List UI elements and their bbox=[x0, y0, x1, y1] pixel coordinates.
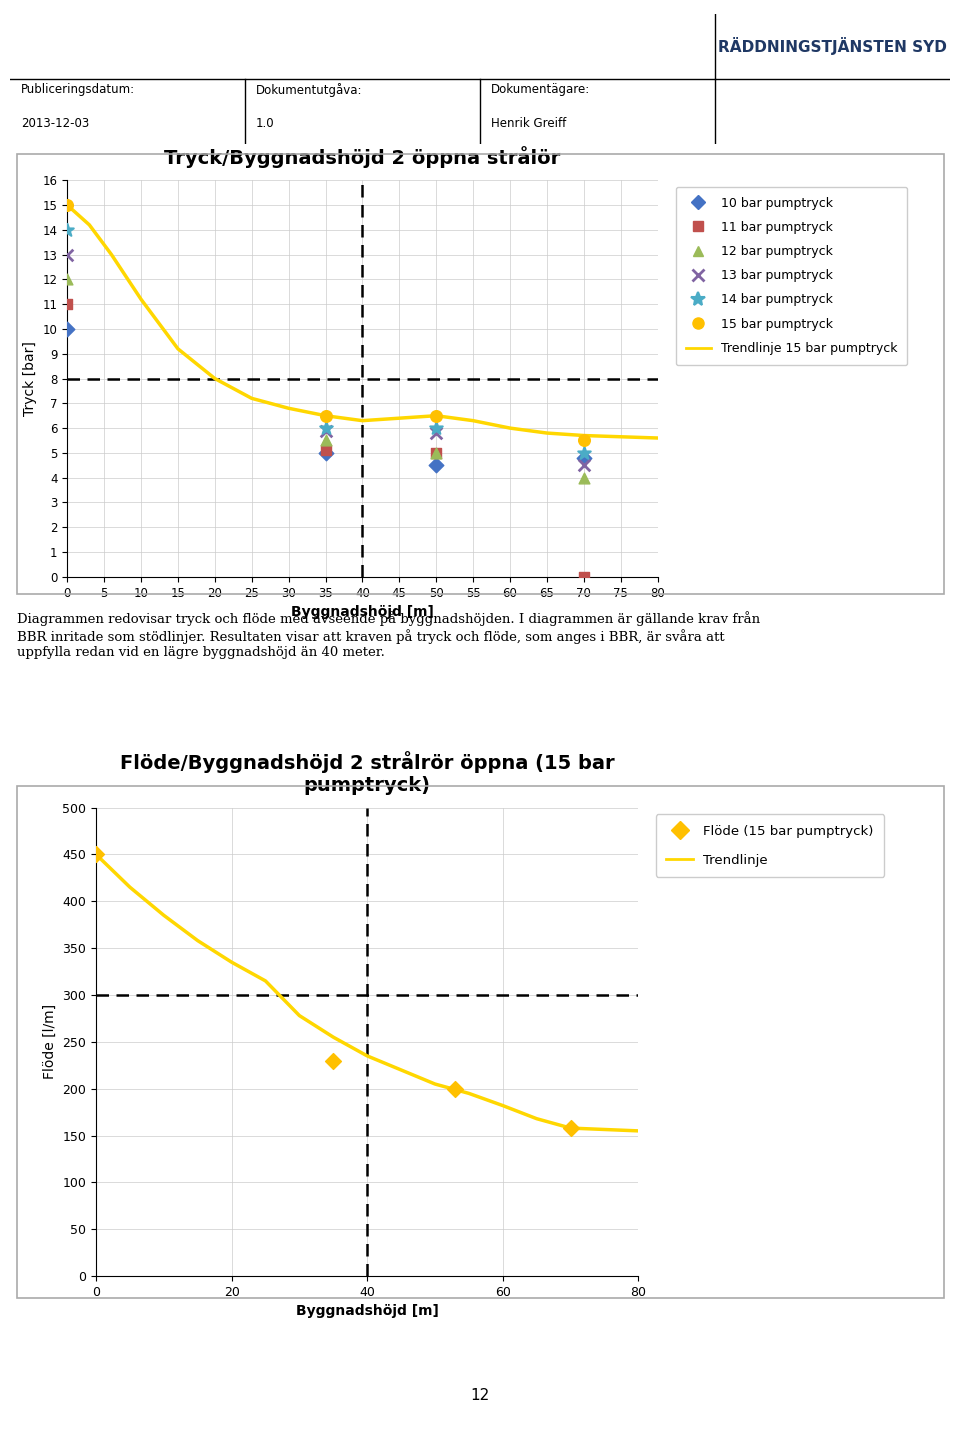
Point bbox=[60, 317, 75, 340]
Text: 2013-12-03: 2013-12-03 bbox=[21, 117, 89, 130]
Point bbox=[576, 565, 591, 588]
Point bbox=[428, 421, 444, 444]
Point bbox=[318, 404, 333, 427]
Text: Publiceringsdatum:: Publiceringsdatum: bbox=[21, 82, 135, 95]
X-axis label: Byggnadshöjd [m]: Byggnadshöjd [m] bbox=[296, 1305, 439, 1318]
Text: RÄDDNINGSTJÄNSTEN SYD: RÄDDNINGSTJÄNSTEN SYD bbox=[718, 36, 948, 55]
Point bbox=[318, 438, 333, 461]
Point bbox=[428, 441, 444, 464]
Point bbox=[88, 842, 104, 865]
Text: Dokumentägare:: Dokumentägare: bbox=[492, 82, 590, 95]
Point bbox=[576, 441, 591, 464]
Point bbox=[60, 193, 75, 216]
Point bbox=[428, 454, 444, 477]
X-axis label: Byggnadshöjd [m]: Byggnadshöjd [m] bbox=[291, 606, 434, 619]
Title: Flöde/Byggnadshöjd 2 strålrör öppna (15 bar
pumptryck): Flöde/Byggnadshöjd 2 strålrör öppna (15 … bbox=[120, 751, 614, 795]
Point bbox=[576, 447, 591, 470]
Legend: 10 bar pumptryck, 11 bar pumptryck, 12 bar pumptryck, 13 bar pumptryck, 14 bar p: 10 bar pumptryck, 11 bar pumptryck, 12 b… bbox=[676, 186, 907, 365]
Text: 1.0: 1.0 bbox=[256, 117, 275, 130]
Point bbox=[428, 404, 444, 427]
Point bbox=[576, 466, 591, 489]
Point bbox=[428, 441, 444, 464]
Point bbox=[60, 244, 75, 267]
Point bbox=[318, 417, 333, 440]
Point bbox=[576, 454, 591, 477]
Point bbox=[318, 420, 333, 443]
Point bbox=[60, 293, 75, 316]
Y-axis label: Tryck [bar]: Tryck [bar] bbox=[23, 342, 36, 415]
Point bbox=[60, 268, 75, 291]
Text: 12: 12 bbox=[470, 1387, 490, 1403]
Text: Diagrammen redovisar tryck och flöde med avseende på byggnadshöjden. I diagramme: Diagrammen redovisar tryck och flöde med… bbox=[17, 611, 760, 659]
Y-axis label: Flöde [l/m]: Flöde [l/m] bbox=[43, 1004, 57, 1080]
Point bbox=[318, 428, 333, 451]
Point bbox=[318, 441, 333, 464]
Legend: Flöde (15 bar pumptryck), Trendlinje: Flöde (15 bar pumptryck), Trendlinje bbox=[656, 815, 884, 877]
Point bbox=[563, 1116, 578, 1139]
Text: Henrik Greiff: Henrik Greiff bbox=[492, 117, 566, 130]
Text: Dokumentutgåva:: Dokumentutgåva: bbox=[256, 82, 363, 97]
Point bbox=[576, 428, 591, 451]
Title: Tryck/Byggnadshöjd 2 öppna strålör: Tryck/Byggnadshöjd 2 öppna strålör bbox=[164, 146, 561, 167]
Point bbox=[428, 417, 444, 440]
Point bbox=[325, 1050, 341, 1073]
Point bbox=[60, 218, 75, 241]
Point bbox=[447, 1077, 463, 1100]
